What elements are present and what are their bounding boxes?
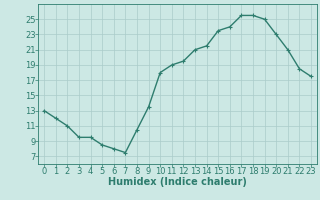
X-axis label: Humidex (Indice chaleur): Humidex (Indice chaleur) [108,177,247,187]
